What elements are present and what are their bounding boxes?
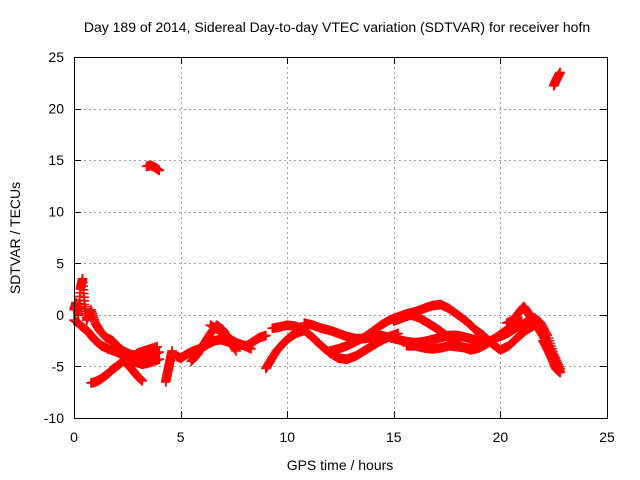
- y-tick-label: 10: [48, 204, 64, 220]
- x-tick-label: 5: [177, 429, 185, 445]
- x-tick-label: 10: [279, 429, 295, 445]
- series-s2: [69, 315, 165, 370]
- y-tick-label: 15: [48, 152, 64, 168]
- data-point: [470, 344, 480, 354]
- chart-title: Day 189 of 2014, Sidereal Day-to-day VTE…: [84, 19, 590, 35]
- y-tick-label: 25: [48, 49, 64, 65]
- x-tick-label: 20: [493, 429, 509, 445]
- y-tick-label: 0: [56, 307, 64, 323]
- data-point: [261, 330, 271, 341]
- data-point: [230, 344, 240, 355]
- series-s6: [141, 160, 165, 176]
- data-points: [69, 67, 565, 388]
- data-point: [154, 354, 165, 365]
- data-point: [555, 367, 565, 378]
- x-tick-label: 25: [599, 429, 615, 445]
- data-point: [152, 342, 162, 352]
- x-tick-label: 15: [386, 429, 402, 445]
- series-s19: [538, 335, 565, 378]
- y-axis-label: SDTVAR / TECUs: [7, 182, 23, 294]
- y-tick-label: -5: [52, 358, 65, 374]
- series-s10: [205, 320, 256, 354]
- y-tick-labels: -10 -5 0 5 10 15 20 25: [44, 49, 64, 426]
- x-tick-labels: 0 5 10 15 20 25: [70, 429, 615, 445]
- data-point: [246, 344, 256, 354]
- x-axis-label: GPS time / hours: [287, 457, 394, 473]
- y-tick-label: -10: [44, 410, 64, 426]
- plot-frame: [74, 57, 608, 419]
- x-tick-label: 0: [70, 429, 78, 445]
- series-s16: [401, 341, 480, 354]
- y-tick-label: 5: [56, 255, 64, 271]
- y-tick-label: 20: [48, 101, 64, 117]
- data-point: [231, 346, 241, 356]
- series-s20: [548, 67, 565, 91]
- series-s13: [299, 318, 489, 348]
- grid: [74, 57, 607, 418]
- data-point: [154, 165, 165, 176]
- series-s7: [160, 346, 177, 387]
- data-point: [167, 346, 177, 356]
- series-s5: [120, 357, 148, 386]
- data-point: [555, 67, 565, 78]
- data-point: [137, 376, 148, 386]
